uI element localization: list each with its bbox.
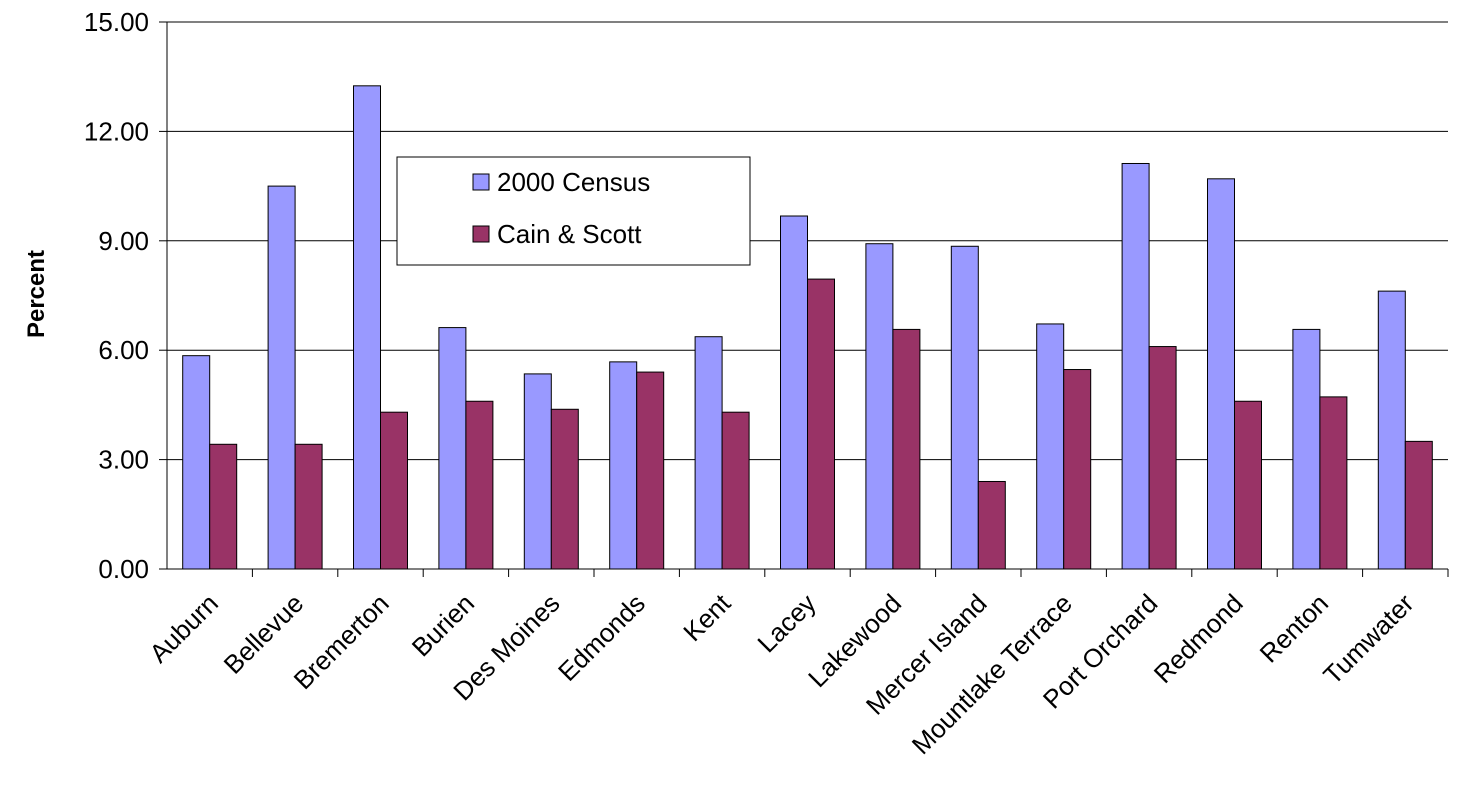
bar-2000-census (865, 243, 894, 570)
bar-cain-scott (892, 328, 921, 570)
bar-2000-census (694, 336, 723, 570)
y-tick-label: 12.00 (84, 116, 149, 146)
legend-label-cain-scott: Cain & Scott (497, 219, 642, 249)
x-tick-label: Lacey (751, 588, 821, 658)
x-tick-label: Mountlake Terrace (906, 588, 1078, 760)
x-tick-label: Renton (1254, 588, 1334, 668)
bar-cain-scott (1319, 396, 1348, 570)
bars (182, 85, 1433, 570)
bar-2000-census (267, 185, 296, 570)
x-tick-label: Tumwater (1317, 588, 1419, 690)
y-tick-label: 3.00 (98, 445, 149, 475)
x-tick-label: Auburn (143, 588, 223, 668)
bar-2000-census (438, 327, 467, 570)
legend-swatch-2000-census (472, 173, 490, 191)
bar-cain-scott (1234, 400, 1262, 570)
legend-label-2000-census: 2000 Census (497, 167, 650, 197)
bar-cain-scott (1404, 440, 1433, 570)
legend: 2000 Census Cain & Scott (396, 156, 751, 266)
bar-2000-census (1377, 290, 1406, 570)
bar-2000-census (1121, 162, 1150, 570)
bar-2000-census (523, 373, 552, 570)
bar-cain-scott (294, 443, 323, 570)
legend-swatch-cain-scott (472, 225, 490, 243)
x-tick-label: Edmonds (552, 588, 651, 687)
y-axis-title: Percent (23, 250, 50, 338)
bar-2000-census (780, 215, 808, 570)
bar-2000-census (1292, 328, 1321, 570)
y-tick-label: 6.00 (98, 335, 149, 365)
bar-2000-census (182, 355, 211, 570)
bar-cain-scott (1148, 346, 1177, 570)
bar-cain-scott (977, 480, 1006, 570)
bar-cain-scott (1063, 369, 1092, 570)
bar-cain-scott (550, 408, 579, 570)
x-tick-label: Kent (677, 587, 737, 647)
bar-cain-scott (721, 411, 750, 570)
y-tick-labels: 0.00 3.00 6.00 9.00 12.00 15.00 (84, 7, 167, 584)
bar-cain-scott (807, 278, 835, 570)
bar-2000-census (353, 85, 381, 570)
bar-2000-census (1036, 323, 1065, 570)
legend-box (396, 156, 751, 266)
y-tick-label: 9.00 (98, 226, 149, 256)
bar-2000-census (1207, 178, 1235, 570)
bar-cain-scott (465, 400, 494, 570)
y-tick-label: 0.00 (98, 554, 149, 584)
y-tick-label: 15.00 (84, 7, 149, 37)
bar-2000-census (609, 361, 638, 570)
x-tick-label: Burien (406, 588, 480, 662)
axes (166, 22, 1448, 570)
bar-cain-scott (380, 411, 408, 570)
bar-cain-scott (209, 443, 238, 570)
x-tick-label: Redmond (1148, 588, 1249, 689)
bar-cain-scott (636, 371, 665, 570)
bar-2000-census (950, 245, 979, 570)
